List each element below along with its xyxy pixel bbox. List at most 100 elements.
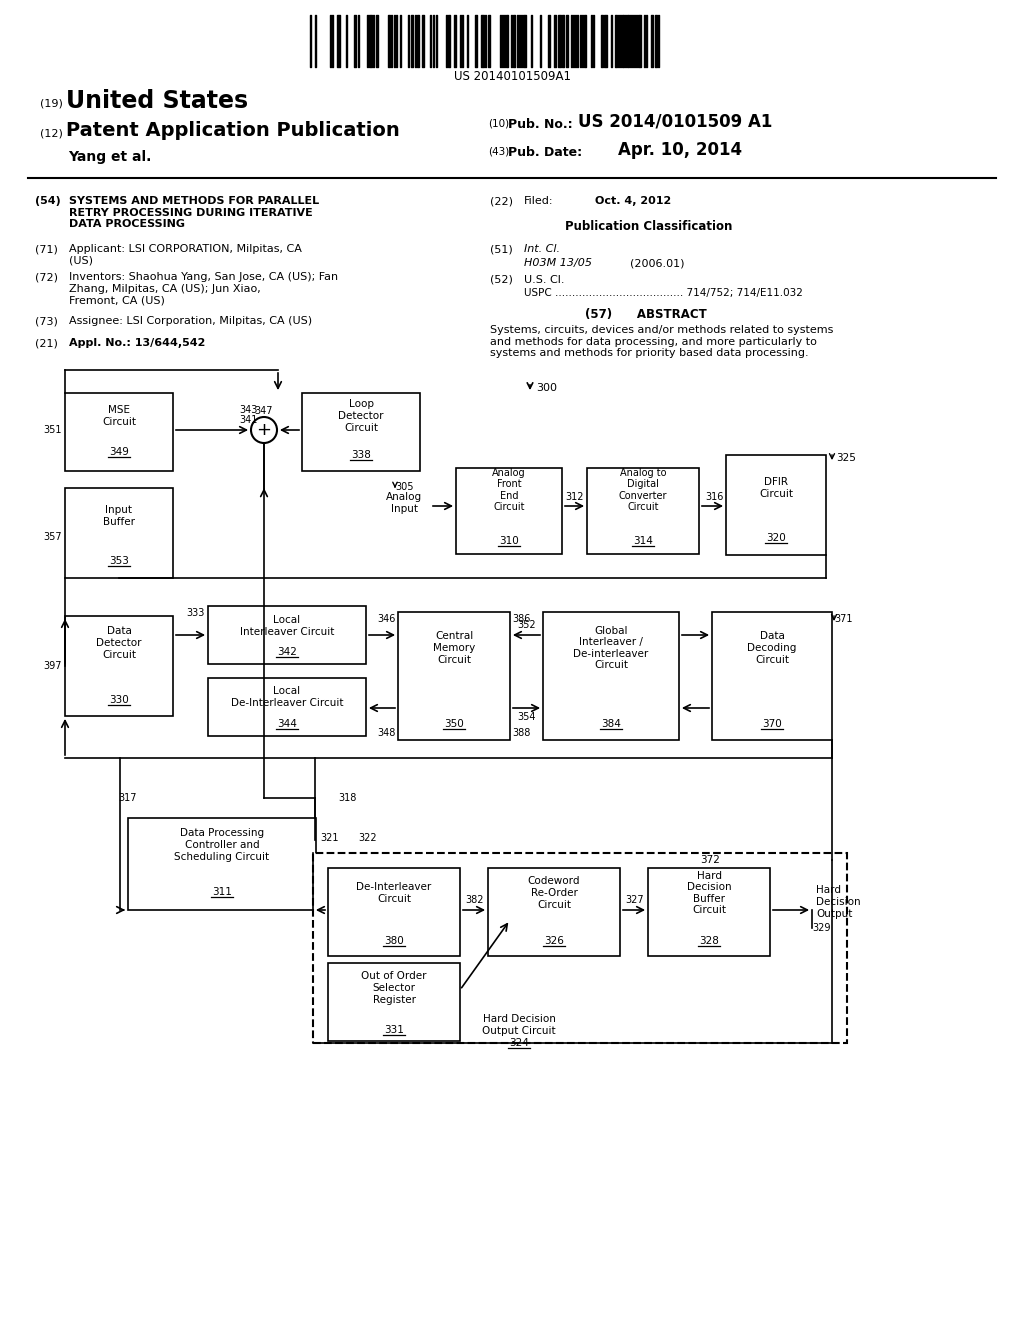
Text: 305: 305 [395, 482, 414, 492]
Text: Yang et al.: Yang et al. [68, 150, 152, 164]
Text: 397: 397 [43, 661, 62, 671]
Text: 300: 300 [536, 383, 557, 393]
Text: Analog
Input: Analog Input [386, 492, 422, 513]
Text: US 2014/0101509 A1: US 2014/0101509 A1 [578, 114, 772, 131]
Text: 310: 310 [499, 536, 519, 546]
Text: 386: 386 [512, 614, 530, 624]
Bar [543, 612, 679, 741]
Text: 331: 331 [384, 1026, 403, 1035]
Bar [65, 488, 173, 578]
Text: 354: 354 [518, 711, 537, 722]
Text: 346: 346 [378, 614, 396, 624]
Text: Systems, circuits, devices and/or methods related to systems
and methods for dat: Systems, circuits, devices and/or method… [490, 325, 834, 358]
Bar [328, 869, 460, 956]
Text: 348: 348 [378, 729, 396, 738]
Text: 351: 351 [43, 425, 62, 436]
Bar [313, 853, 847, 1043]
Text: (22): (22) [490, 195, 513, 206]
Text: (73): (73) [35, 315, 58, 326]
Text: Codeword
Re-Order
Circuit: Codeword Re-Order Circuit [527, 876, 581, 909]
Text: Data Processing
Controller and
Scheduling Circuit: Data Processing Controller and Schedulin… [174, 829, 269, 862]
Text: 344: 344 [278, 719, 297, 729]
Text: Local
Interleaver Circuit: Local Interleaver Circuit [240, 615, 334, 636]
Text: Inventors: Shaohua Yang, San Jose, CA (US); Fan
Zhang, Milpitas, CA (US); Jun Xi: Inventors: Shaohua Yang, San Jose, CA (U… [69, 272, 338, 305]
Text: (10): (10) [488, 119, 509, 129]
Text: (71): (71) [35, 244, 58, 253]
Text: 324: 324 [509, 1038, 529, 1048]
Text: 341: 341 [240, 414, 258, 425]
Text: De-Interleaver
Circuit: De-Interleaver Circuit [356, 882, 432, 904]
Text: 372: 372 [700, 855, 720, 865]
Text: (12): (12) [40, 128, 62, 139]
Text: 349: 349 [110, 447, 129, 457]
Text: 330: 330 [110, 696, 129, 705]
Text: H03M 13/05: H03M 13/05 [524, 257, 592, 268]
Text: Local
De-Interleaver Circuit: Local De-Interleaver Circuit [230, 686, 343, 708]
Text: Oct. 4, 2012: Oct. 4, 2012 [595, 195, 672, 206]
Bar [726, 455, 826, 554]
Text: (52): (52) [490, 275, 513, 285]
Text: Data
Detector
Circuit: Data Detector Circuit [96, 627, 141, 660]
Text: Filed:: Filed: [524, 195, 554, 206]
Text: Global
Interleaver /
De-interleaver
Circuit: Global Interleaver / De-interleaver Circ… [573, 626, 648, 671]
Text: SYSTEMS AND METHODS FOR PARALLEL
RETRY PROCESSING DURING ITERATIVE
DATA PROCESSI: SYSTEMS AND METHODS FOR PARALLEL RETRY P… [69, 195, 319, 230]
Text: US 20140101509A1: US 20140101509A1 [454, 70, 570, 82]
Text: 318: 318 [338, 793, 356, 803]
Text: 371: 371 [834, 614, 853, 624]
Bar [488, 869, 620, 956]
Text: Int. Cl.: Int. Cl. [524, 244, 560, 253]
Text: (2006.01): (2006.01) [630, 257, 684, 268]
Text: 384: 384 [601, 719, 621, 729]
Text: 329: 329 [812, 923, 830, 933]
Text: (19): (19) [40, 98, 62, 108]
Text: 327: 327 [626, 895, 644, 906]
Text: 326: 326 [544, 936, 564, 946]
Text: Applicant: LSI CORPORATION, Milpitas, CA
(US): Applicant: LSI CORPORATION, Milpitas, CA… [69, 244, 302, 265]
Text: (51): (51) [490, 244, 513, 253]
Bar [712, 612, 831, 741]
Text: MSE
Circuit: MSE Circuit [102, 405, 136, 426]
Text: 325: 325 [836, 453, 856, 463]
Text: 370: 370 [762, 719, 782, 729]
Bar [587, 469, 699, 554]
Text: +: + [256, 421, 271, 440]
Text: 312: 312 [565, 492, 585, 502]
Text: Hard
Decision
Buffer
Circuit: Hard Decision Buffer Circuit [687, 871, 731, 915]
Text: 388: 388 [512, 729, 530, 738]
Text: 350: 350 [444, 719, 464, 729]
Bar [65, 616, 173, 715]
Text: 328: 328 [699, 936, 719, 946]
Text: (43): (43) [488, 147, 509, 157]
Text: Hard
Decision
Output: Hard Decision Output [816, 886, 860, 919]
Text: 321: 321 [319, 833, 339, 843]
Bar [302, 393, 420, 471]
Text: 382: 382 [466, 895, 484, 906]
Text: 343: 343 [240, 405, 258, 414]
Bar [208, 606, 366, 664]
Text: (21): (21) [35, 338, 58, 348]
Text: Pub. No.:: Pub. No.: [508, 117, 572, 131]
Bar [328, 964, 460, 1041]
Text: Central
Memory
Circuit: Central Memory Circuit [433, 631, 475, 664]
Text: Apr. 10, 2014: Apr. 10, 2014 [618, 141, 742, 158]
Text: 317: 317 [118, 793, 136, 803]
Bar [208, 678, 366, 737]
Bar [65, 393, 173, 471]
Bar [456, 469, 562, 554]
Text: (54): (54) [35, 195, 60, 206]
Text: United States: United States [66, 88, 248, 114]
Text: 357: 357 [43, 532, 62, 543]
Bar [128, 818, 316, 909]
Bar [648, 869, 770, 956]
Text: Loop
Detector
Circuit: Loop Detector Circuit [338, 400, 384, 433]
Text: Hard Decision
Output Circuit: Hard Decision Output Circuit [482, 1014, 556, 1036]
Text: 314: 314 [633, 536, 653, 546]
Text: Patent Application Publication: Patent Application Publication [66, 121, 399, 140]
Text: 352: 352 [518, 620, 537, 630]
Text: Analog
Front
End
Circuit: Analog Front End Circuit [493, 467, 525, 512]
Text: Out of Order
Selector
Register: Out of Order Selector Register [361, 972, 427, 1005]
Text: 342: 342 [278, 647, 297, 657]
Text: USPC ...................................... 714/752; 714/E11.032: USPC ...................................… [524, 288, 803, 298]
Text: DFIR
Circuit: DFIR Circuit [759, 478, 793, 499]
Text: Analog to
Digital
Converter
Circuit: Analog to Digital Converter Circuit [618, 467, 668, 512]
